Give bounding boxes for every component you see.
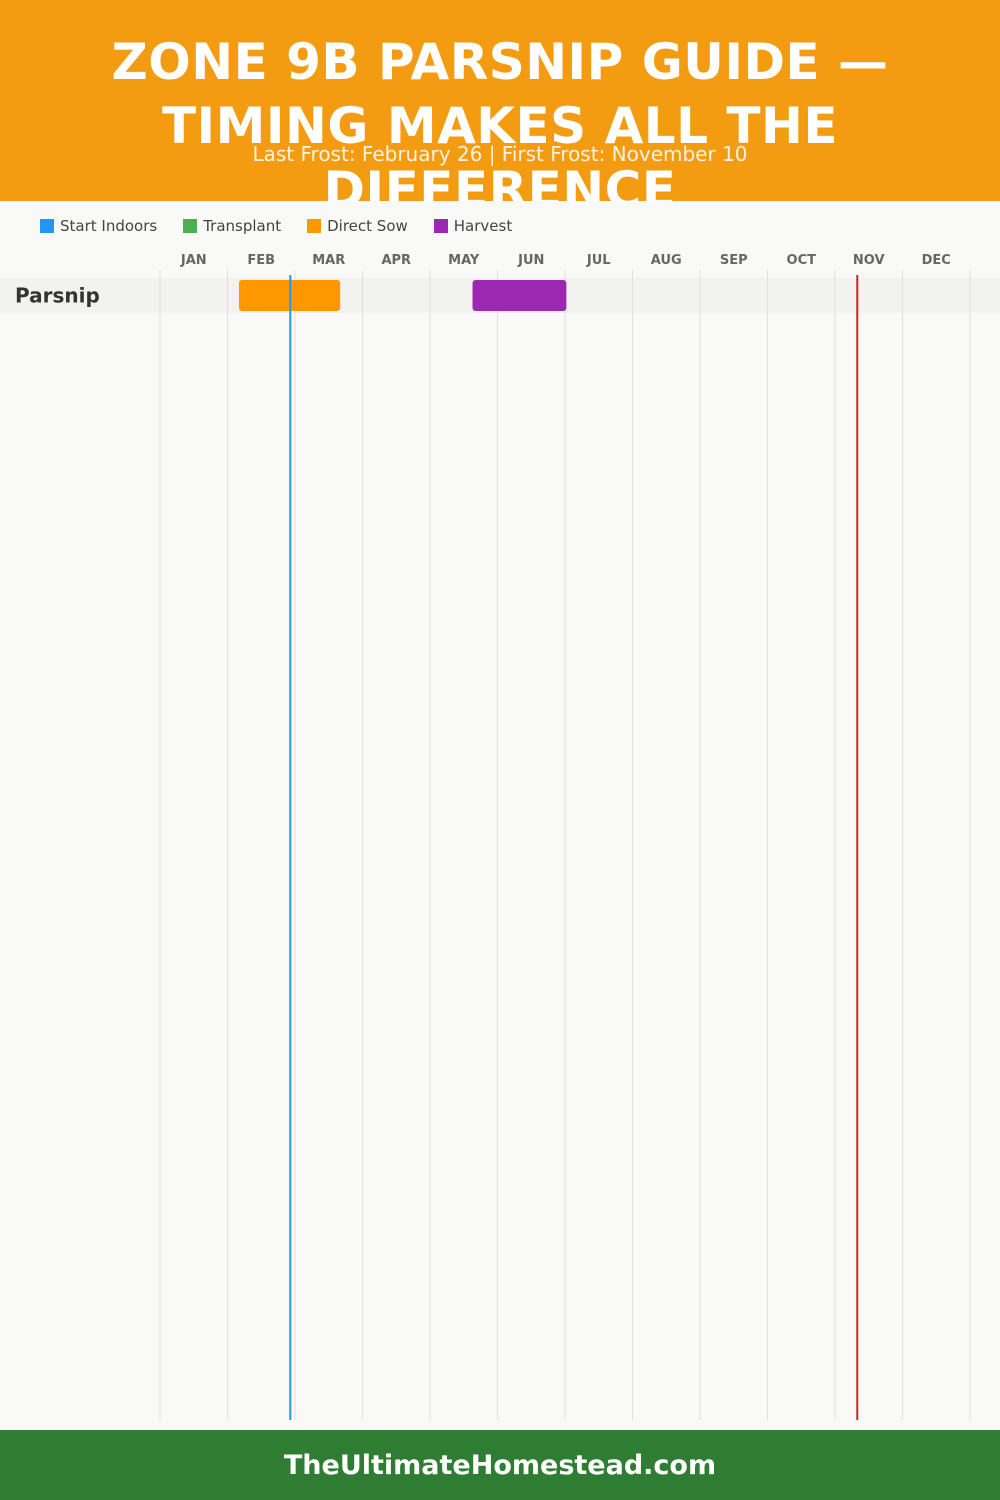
month-label-oct: OCT <box>787 253 817 268</box>
month-label-jan: JAN <box>180 253 207 268</box>
legend-label: Direct Sow <box>327 217 408 235</box>
month-label-sep: SEP <box>720 253 748 268</box>
legend-swatch-start-indoors <box>40 219 54 233</box>
month-label-apr: APR <box>381 253 411 268</box>
month-label-jul: JUL <box>586 253 611 268</box>
legend-label: Start Indoors <box>60 217 158 235</box>
month-label-feb: FEB <box>247 253 275 268</box>
month-label-jun: JUN <box>517 253 544 268</box>
legend-label: Transplant <box>203 217 282 235</box>
legend-swatch-transplant <box>183 219 198 233</box>
legend-item-start-indoors: Start Indoors <box>40 217 157 235</box>
legend-item-transplant: Transplant <box>183 217 281 235</box>
planting-calendar-chart: JAN FEB MAR APR MAY JUN JUL AUG SEP OCT NOV DEC Pars… <box>0 240 1000 1430</box>
month-label-mar: MAR <box>312 253 345 268</box>
header: ZONE 9B PARSNIP GUIDE — TIMING MAKES ALL… <box>0 0 1000 201</box>
row-label-parsnip: Parsnip <box>15 284 100 308</box>
footer: TheUltimateHomestead.com <box>0 1430 1000 1500</box>
page-title: ZONE 9B PARSNIP GUIDE — TIMING MAKES ALL… <box>111 33 889 201</box>
month-label-nov: NOV <box>853 253 885 268</box>
legend-label: Harvest <box>453 217 513 235</box>
legend-item-harvest: Harvest <box>433 217 513 235</box>
legend: Start Indoors Transplant Direct Sow Harv… <box>40 214 538 238</box>
legend-item-direct-sow: Direct Sow <box>307 217 408 235</box>
month-label-aug: AUG <box>651 253 682 268</box>
chart-canvas: JAN FEB MAR APR MAY JUN JUL AUG SEP OCT NOV DEC Pars… <box>0 253 1000 1420</box>
month-label-dec: DEC <box>922 253 951 268</box>
legend-swatch-direct-sow <box>307 219 322 233</box>
bar-harvest <box>472 280 567 311</box>
footer-site-link[interactable]: TheUltimateHomestead.com <box>283 1449 717 1481</box>
month-label-may: MAY <box>448 253 480 268</box>
frost-dates-subtitle: Last Frost: February 26 | First Frost: N… <box>252 142 748 166</box>
legend-swatch-harvest <box>433 219 448 233</box>
